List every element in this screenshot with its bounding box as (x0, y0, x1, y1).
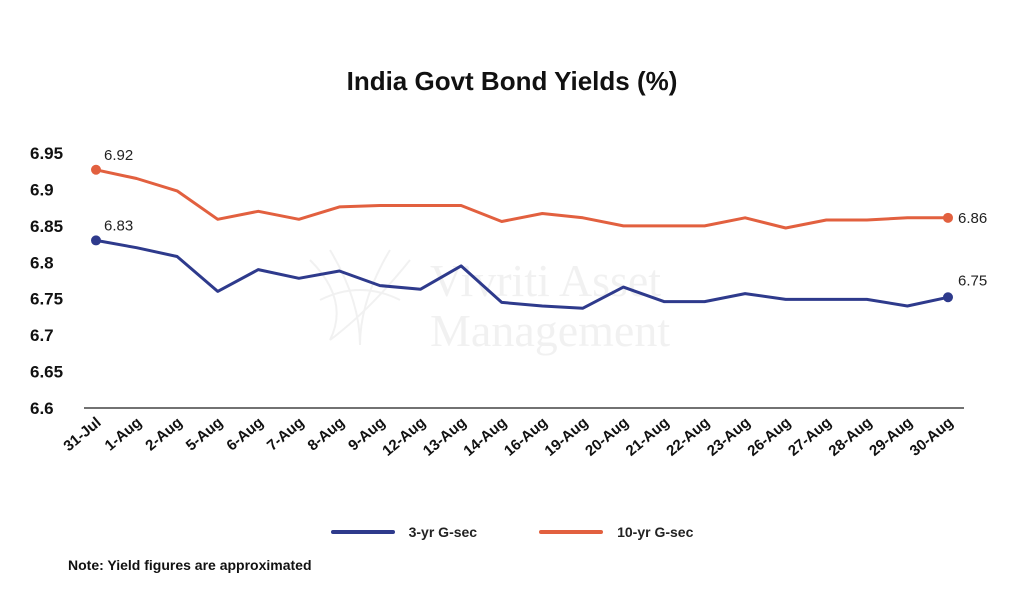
series-point-marker (91, 235, 101, 246)
x-tick-label: 19-Aug (542, 414, 592, 460)
x-axis: 31-Jul1-Aug2-Aug5-Aug6-Aug7-Aug8-Aug9-Au… (60, 414, 956, 460)
legend-swatch-3yr (330, 530, 395, 534)
x-tick-label: 22-Aug (663, 414, 713, 460)
chart-title: India Govt Bond Yields (%) (346, 66, 678, 96)
y-tick-label: 6.65 (30, 363, 63, 382)
y-tick-label: 6.6 (30, 399, 54, 418)
data-label: 6.86 (958, 210, 987, 227)
x-tick-label: 12-Aug (379, 414, 429, 460)
series-point-marker (943, 292, 953, 303)
data-label: 6.92 (104, 147, 133, 164)
watermark-logo-icon (309, 249, 411, 346)
x-tick-label: 14-Aug (460, 414, 510, 460)
series-line-3yr (94, 238, 950, 310)
x-tick-label: 16-Aug (501, 414, 551, 460)
data-label: 6.75 (958, 272, 987, 289)
legend-label-10yr: 10-yr G-sec (617, 524, 694, 540)
y-tick-label: 6.8 (30, 253, 54, 272)
y-tick-label: 6.7 (30, 326, 54, 345)
x-tick-label: 6-Aug (223, 414, 266, 454)
x-tick-label: 1-Aug (102, 414, 145, 454)
x-tick-label: 29-Aug (866, 414, 916, 460)
series-group: 6.83 6.75 6.92 6.86 (91, 147, 987, 310)
y-axis: 6.6 6.65 6.7 6.75 6.8 6.85 6.9 6.95 (30, 144, 63, 418)
series-line-10yr (94, 168, 950, 230)
watermark: Vivriti Asset Management (309, 249, 670, 356)
data-label: 6.83 (104, 217, 133, 234)
series-point-marker (91, 164, 101, 175)
x-tick-label: 20-Aug (582, 414, 632, 460)
watermark-line2: Management (430, 305, 670, 356)
footnote: Note: Yield figures are approximated (68, 557, 312, 573)
x-tick-label: 30-Aug (907, 414, 957, 460)
y-tick-label: 6.75 (30, 290, 63, 309)
watermark-line1: Vivriti Asset (430, 255, 661, 306)
x-tick-label: 31-Jul (60, 414, 104, 455)
legend-item-10yr: 10-yr G-sec (539, 524, 693, 540)
x-tick-label: 27-Aug (785, 414, 835, 460)
x-tick-label: 7-Aug (264, 414, 307, 454)
x-tick-label: 28-Aug (826, 414, 876, 460)
x-tick-label: 8-Aug (305, 414, 348, 454)
legend-item-3yr: 3-yr G-sec (330, 524, 478, 540)
x-tick-label: 23-Aug (704, 414, 754, 460)
x-tick-label: 2-Aug (142, 414, 185, 454)
y-tick-label: 6.9 (30, 180, 54, 199)
legend: 3-yr G-sec 10-yr G-sec (0, 524, 1024, 540)
legend-swatch-10yr (539, 530, 604, 534)
series-point-marker (943, 212, 953, 223)
x-tick-label: 26-Aug (744, 414, 794, 460)
x-tick-label: 13-Aug (420, 414, 470, 460)
legend-label-3yr: 3-yr G-sec (408, 524, 478, 540)
y-tick-label: 6.85 (30, 217, 63, 236)
x-tick-label: 5-Aug (183, 414, 226, 454)
y-tick-label: 6.95 (30, 144, 63, 163)
x-tick-label: 21-Aug (623, 414, 673, 460)
